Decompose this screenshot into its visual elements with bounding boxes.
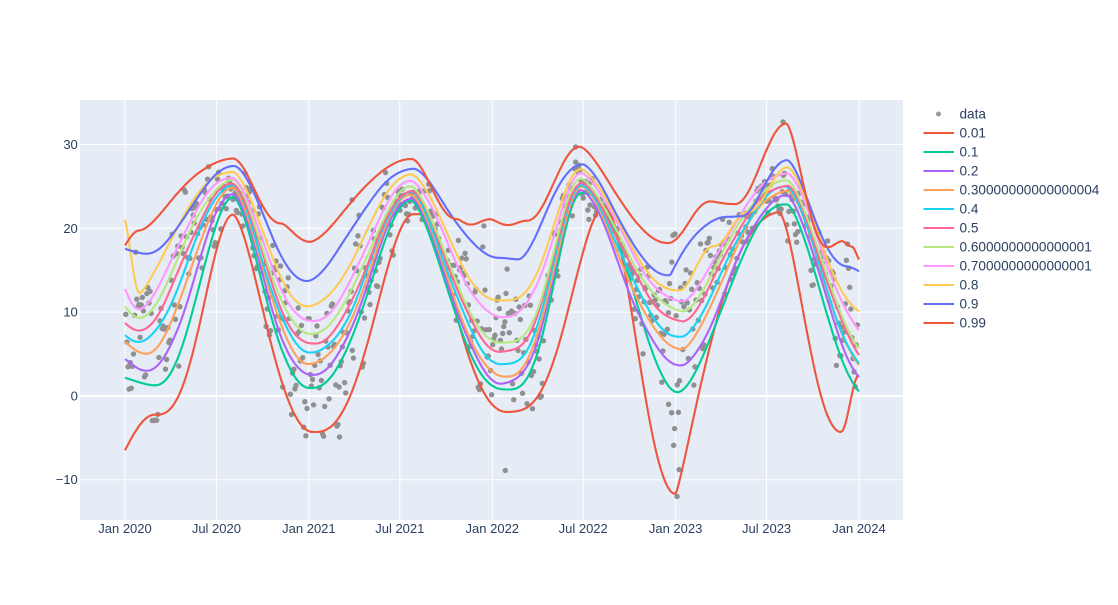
svg-text:Jul 2021: Jul 2021 [375, 521, 424, 536]
svg-text:0.01: 0.01 [960, 126, 986, 141]
svg-text:Jan 2020: Jan 2020 [98, 521, 152, 536]
svg-text:10: 10 [63, 305, 77, 320]
svg-text:data: data [960, 107, 987, 122]
svg-text:Jul 2022: Jul 2022 [559, 521, 608, 536]
svg-text:0.8: 0.8 [960, 278, 979, 293]
svg-text:Jan 2023: Jan 2023 [649, 521, 703, 536]
svg-text:0.5: 0.5 [960, 221, 979, 236]
svg-text:0.4: 0.4 [960, 202, 979, 217]
svg-text:0.6000000000000001: 0.6000000000000001 [960, 240, 1092, 255]
svg-text:0.9: 0.9 [960, 297, 979, 312]
svg-text:30: 30 [63, 137, 77, 152]
svg-text:Jul 2023: Jul 2023 [742, 521, 791, 536]
svg-text:Jan 2024: Jan 2024 [832, 521, 886, 536]
svg-text:0.99: 0.99 [960, 316, 986, 331]
svg-text:0.7000000000000001: 0.7000000000000001 [960, 259, 1092, 274]
svg-text:Jul 2020: Jul 2020 [192, 521, 241, 536]
svg-text:0.1: 0.1 [960, 145, 979, 160]
svg-text:0: 0 [71, 388, 78, 403]
svg-text:0.2: 0.2 [960, 164, 979, 179]
svg-text:20: 20 [63, 221, 77, 236]
svg-text:−10: −10 [56, 472, 78, 487]
svg-text:Jan 2022: Jan 2022 [466, 521, 520, 536]
svg-text:0.30000000000000004: 0.30000000000000004 [960, 183, 1100, 198]
svg-text:Jan 2021: Jan 2021 [282, 521, 336, 536]
